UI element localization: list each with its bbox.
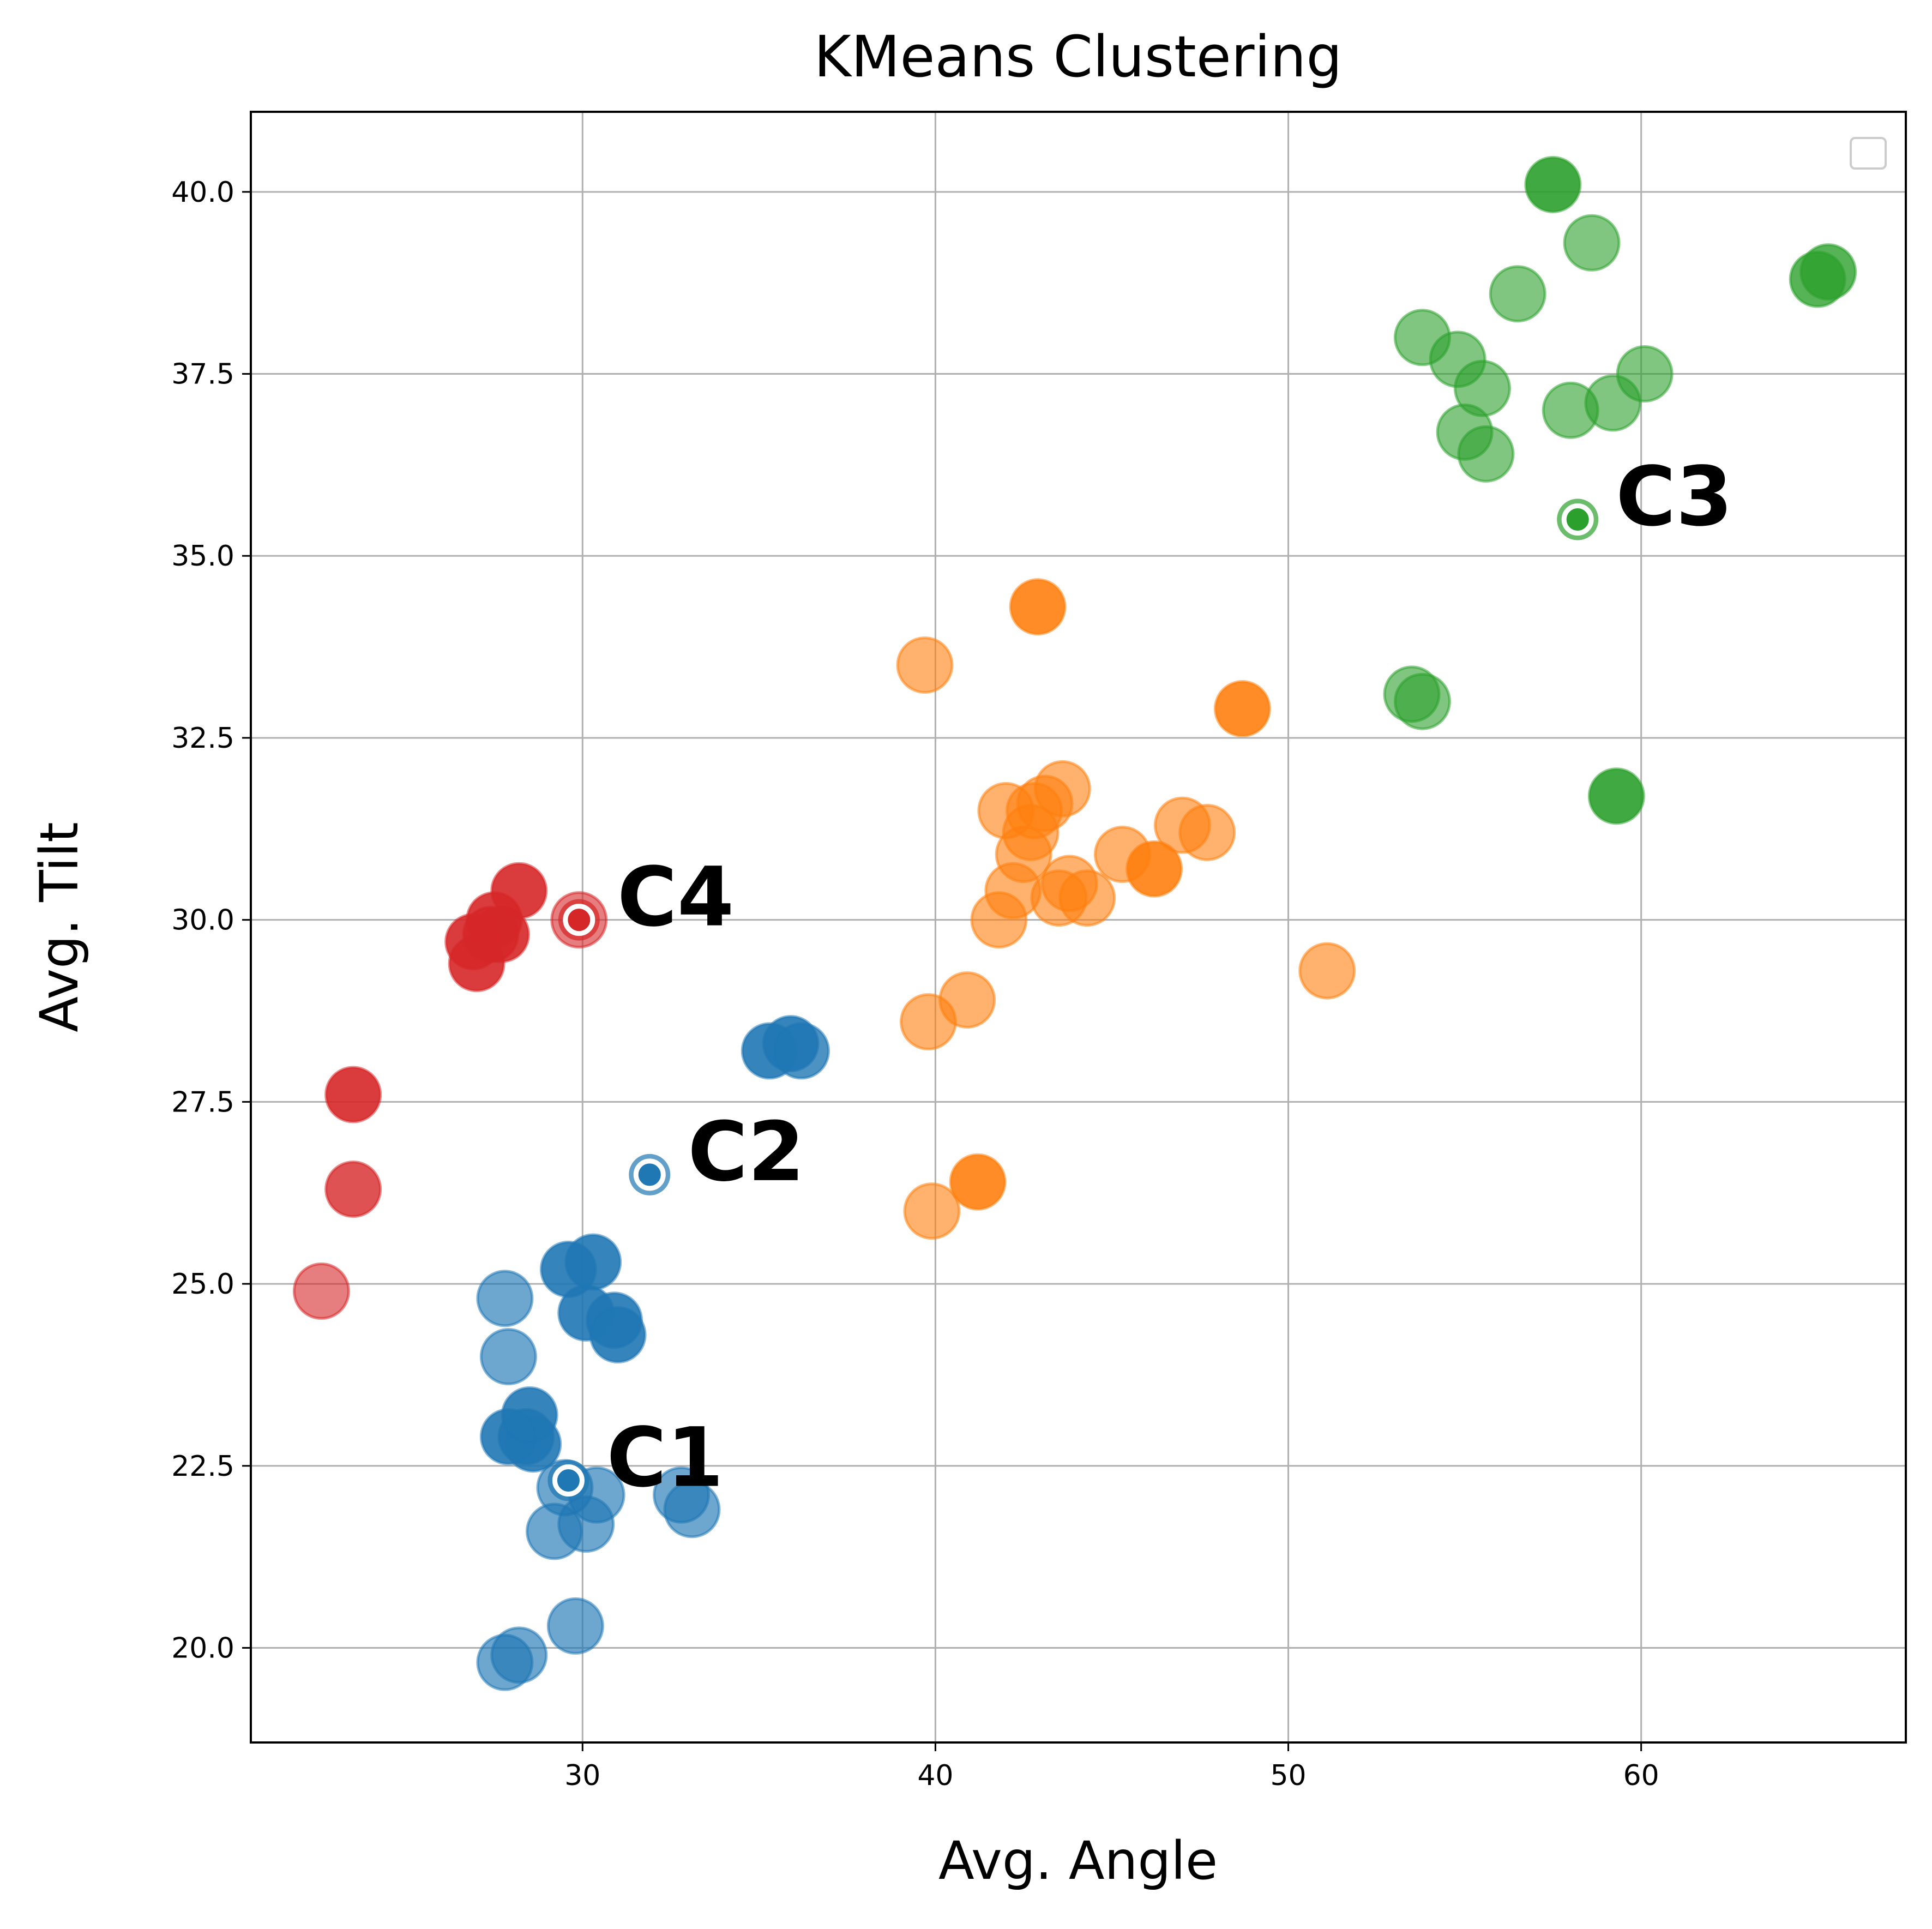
y-tick-label: 27.5 <box>171 1086 234 1119</box>
cluster-1-point <box>490 1626 548 1684</box>
y-tick-label: 40.0 <box>171 176 234 209</box>
y-tick-label: 32.5 <box>171 722 234 755</box>
cluster-3-point <box>1616 345 1674 403</box>
centroid-label: C4 <box>617 850 734 945</box>
cluster-2-point <box>1093 826 1151 884</box>
cluster-3-point <box>1563 214 1621 272</box>
data-points <box>292 155 1857 1691</box>
cluster-2-point <box>949 1153 1007 1211</box>
cluster-3-point <box>1799 243 1857 301</box>
cluster-1-point <box>564 1233 622 1291</box>
centroid-marker <box>633 1158 666 1191</box>
y-tick-label: 30.0 <box>171 904 234 937</box>
cluster-2-point <box>1040 855 1098 912</box>
centroid-label: C2 <box>688 1105 804 1200</box>
cluster-4-point <box>490 862 548 920</box>
cluster-4-point <box>292 1262 350 1320</box>
cluster-2-point <box>1178 803 1236 861</box>
cluster-2-point <box>903 1182 961 1240</box>
x-axis-label: Avg. Angle <box>938 1830 1218 1891</box>
cluster-1-point <box>652 1466 710 1524</box>
centroid-marker <box>552 1464 585 1497</box>
x-tick-label: 30 <box>564 1759 600 1792</box>
cluster-1-point <box>476 1270 534 1327</box>
x-tick-label: 50 <box>1270 1759 1306 1792</box>
cluster-1-point <box>479 1328 537 1386</box>
cluster-3-point <box>1587 767 1645 825</box>
cluster-2-point <box>1033 760 1091 818</box>
centroid-marker <box>1561 503 1594 536</box>
cluster-3-point <box>1393 309 1451 366</box>
cluster-3-point <box>1489 265 1546 323</box>
y-tick-label: 22.5 <box>171 1450 234 1483</box>
y-tick-label: 37.5 <box>171 358 234 391</box>
cluster-2-point <box>938 971 996 1029</box>
cluster-1-point <box>773 1022 830 1080</box>
x-tick-label: 40 <box>917 1759 953 1792</box>
centroid-label: C3 <box>1616 450 1732 545</box>
centroid-marker <box>563 904 595 936</box>
cluster-2-point <box>1213 680 1271 738</box>
x-tick-label: 60 <box>1623 1759 1659 1792</box>
cluster-4-point <box>324 1161 382 1218</box>
chart-title: KMeans Clustering <box>814 23 1343 90</box>
cluster-3-point <box>1524 155 1582 213</box>
plot-frame <box>250 111 1907 1744</box>
y-tick-label: 35.0 <box>171 540 234 573</box>
cluster-2-point <box>896 636 954 694</box>
cluster-4-point <box>324 1066 382 1123</box>
ticks: 30 40 50 60 20.0 22.5 25.0 27.5 30.0 32.5 35.0 37.5… <box>171 176 1659 1792</box>
cluster-2-point <box>1009 578 1067 636</box>
cluster-1-point <box>501 1386 558 1444</box>
centroid-label: C1 <box>606 1410 723 1505</box>
legend-box <box>1850 137 1887 170</box>
cluster-2-point <box>1298 942 1356 1000</box>
y-axis-label: Avg. Tilt <box>29 822 90 1032</box>
cluster-3-point <box>1393 672 1451 730</box>
y-tick-label: 25.0 <box>171 1268 234 1301</box>
cluster-1-point <box>589 1306 647 1363</box>
centroids: C1 C2 C3 C4 <box>547 450 1733 1505</box>
cluster-1-point <box>546 1597 604 1655</box>
y-tick-label: 20.0 <box>171 1632 234 1664</box>
